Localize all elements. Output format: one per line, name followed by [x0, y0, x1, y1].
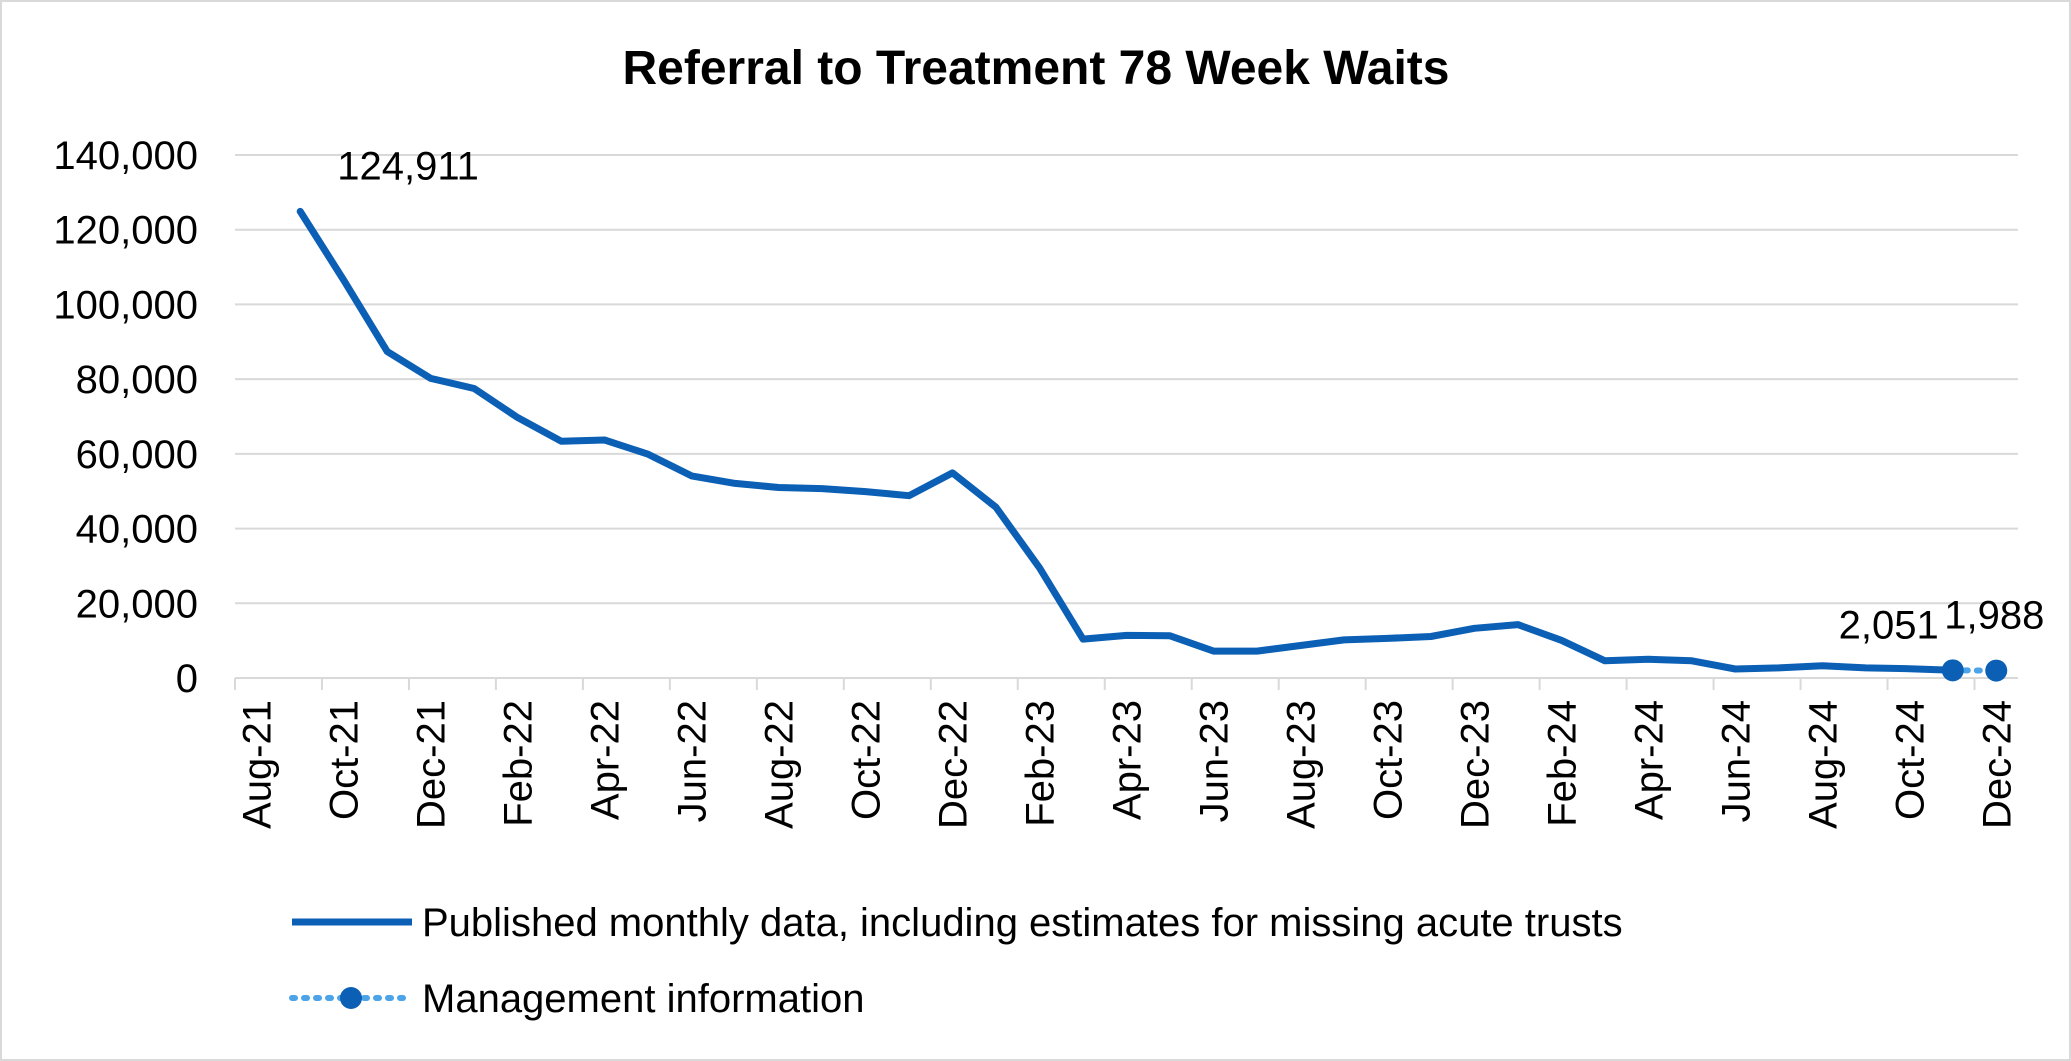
series-line-published-monthly-data: [296, 207, 1957, 674]
x-tick-label: Feb-23: [1019, 700, 1063, 827]
x-tick-label: Aug-23: [1279, 700, 1323, 829]
legend-marker-management: [340, 987, 362, 1009]
x-tick-label: Aug-21: [236, 700, 280, 829]
data-label: 124,911: [337, 144, 479, 188]
series-lines: [296, 207, 2008, 682]
x-tick-label: Dec-21: [410, 700, 454, 829]
data-point: [1985, 659, 2008, 682]
x-tick-label: Aug-24: [1801, 700, 1845, 829]
legend-label-management: Management information: [422, 977, 864, 1021]
data-label: 2,051: [1839, 603, 1939, 647]
y-tick-label: 0: [176, 657, 198, 701]
legend: Published monthly data, including estima…: [289, 901, 1623, 1021]
data-point: [1941, 659, 1964, 682]
x-tick-label: Dec-22: [932, 700, 976, 829]
x-tick-label: Oct-22: [845, 700, 889, 820]
gridlines: [235, 154, 2018, 605]
y-tick-label: 140,000: [53, 134, 198, 178]
data-labels: 124,911 2,051 1,988: [337, 144, 2044, 647]
y-tick-label: 20,000: [76, 582, 198, 626]
y-tick-label: 80,000: [76, 358, 198, 402]
legend-label-published: Published monthly data, including estima…: [422, 901, 1623, 945]
x-tick-label: Dec-23: [1453, 700, 1497, 829]
x-tick-label: Jun-24: [1714, 700, 1758, 822]
data-label: 1,988: [1944, 594, 2044, 638]
x-tick-label: Oct-24: [1888, 700, 1932, 820]
x-tick-label: Dec-24: [1975, 700, 2019, 829]
x-tick-label: Feb-22: [497, 700, 541, 827]
x-tick-label: Feb-24: [1540, 700, 1584, 827]
x-tick-label: Aug-22: [758, 700, 802, 829]
y-axis: 0 20,000 40,000 60,000 80,000 100,000 120,000 1…: [53, 134, 198, 701]
x-tick-label: Apr-24: [1627, 700, 1671, 820]
x-tick-label: Oct-23: [1366, 700, 1410, 820]
y-tick-label: 120,000: [53, 209, 198, 253]
y-tick-label: 100,000: [53, 283, 198, 327]
x-tick-label: Oct-21: [323, 700, 367, 820]
x-tick-label: Jun-23: [1192, 700, 1236, 822]
x-tick-label: Apr-23: [1106, 700, 1150, 820]
x-tick-label: Apr-22: [584, 700, 628, 820]
x-axis: Aug-21 Oct-21 Dec-21 Feb-22 Apr-22 Jun-22 Aug-…: [234, 677, 2019, 829]
chart-title: Referral to Treatment 78 Week Waits: [623, 42, 1450, 95]
y-tick-label: 60,000: [76, 433, 198, 477]
y-tick-label: 40,000: [76, 508, 198, 552]
x-tick-label: Jun-22: [671, 700, 715, 822]
